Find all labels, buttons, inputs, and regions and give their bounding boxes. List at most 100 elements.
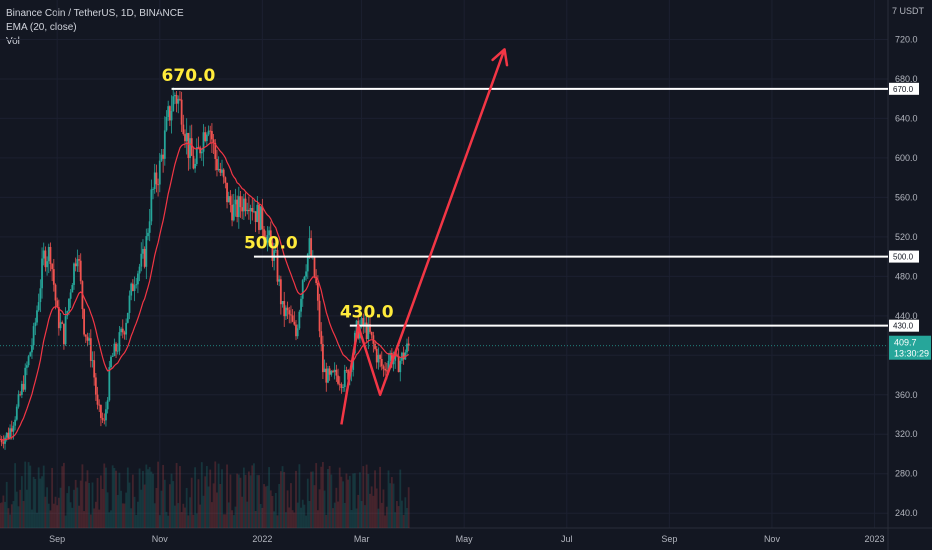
- candle-body: [241, 207, 244, 212]
- candle-body: [290, 314, 292, 316]
- candle-body: [369, 324, 371, 332]
- candle: [91, 351, 94, 368]
- candle: [147, 228, 149, 241]
- candle-body: [202, 132, 205, 152]
- volume-bar: [106, 492, 109, 528]
- candle-body: [229, 196, 232, 205]
- candle: [226, 182, 228, 209]
- volume-bar: [51, 467, 54, 528]
- candle-body: [57, 307, 60, 329]
- candle-body: [209, 130, 212, 132]
- volume-bar: [271, 495, 274, 528]
- candle-body: [207, 130, 210, 135]
- candle-body: [406, 343, 408, 353]
- candle-body: [116, 350, 119, 352]
- candle-body: [402, 352, 405, 360]
- candle-body: [258, 204, 260, 230]
- candle-body: [355, 320, 358, 333]
- candle: [27, 354, 30, 368]
- candle-body: [227, 196, 230, 203]
- candle-body: [404, 352, 407, 360]
- candle-body: [199, 147, 202, 154]
- volume-bar: [342, 481, 344, 528]
- candle: [36, 305, 38, 326]
- volume-bar: [31, 509, 33, 528]
- volume-bar: [79, 480, 82, 528]
- candle-body: [19, 394, 22, 396]
- candle: [394, 354, 397, 369]
- candle: [195, 138, 198, 167]
- volume-bar: [131, 474, 134, 528]
- candle: [152, 187, 154, 200]
- volume-bar: [111, 465, 114, 528]
- volume-bar: [59, 487, 62, 528]
- candle: [150, 179, 153, 226]
- candle: [31, 338, 33, 359]
- volume-bar: [318, 489, 321, 528]
- candle-body: [254, 211, 257, 223]
- ema-indicator-label[interactable]: EMA (20, close): [6, 22, 77, 33]
- candle-body: [64, 316, 67, 345]
- candle: [89, 329, 92, 368]
- candle-body: [9, 428, 11, 439]
- volume-bar: [57, 497, 60, 528]
- candle-body: [111, 355, 114, 357]
- candle-body: [133, 285, 136, 292]
- volume-bar: [254, 510, 257, 528]
- candle-body: [322, 344, 324, 373]
- candle: [328, 365, 331, 381]
- candle: [407, 336, 410, 352]
- candle: [69, 289, 72, 308]
- candle: [362, 313, 365, 334]
- candle: [179, 90, 181, 102]
- x-tick-label: 2022: [252, 534, 272, 544]
- volume-bar: [148, 467, 151, 528]
- candle: [76, 249, 79, 272]
- candle-body: [279, 279, 282, 305]
- candle-body: [224, 177, 227, 183]
- candle: [372, 331, 375, 353]
- volume-bar: [266, 485, 269, 528]
- currency-label[interactable]: 7 USDT: [892, 6, 924, 16]
- candle: [83, 308, 85, 337]
- candle-body: [29, 352, 32, 357]
- candle-body: [253, 211, 255, 213]
- candle: [241, 196, 244, 220]
- candle-body: [237, 196, 240, 218]
- candle-body: [328, 368, 331, 375]
- candle: [264, 230, 267, 243]
- candle: [212, 134, 215, 154]
- candle: [101, 412, 104, 423]
- candle-body: [59, 322, 62, 329]
- y-tick-label: 600.0: [895, 153, 918, 163]
- candle-body: [298, 311, 301, 329]
- volume-bar: [207, 486, 210, 528]
- candle: [177, 95, 180, 114]
- candle: [340, 382, 343, 394]
- candle-body: [115, 343, 117, 352]
- candle: [290, 305, 292, 324]
- level-axis-tag-670.0: 670.0: [889, 82, 919, 95]
- candle: [261, 198, 264, 238]
- volume-bar: [406, 508, 408, 528]
- volume-bar: [100, 475, 102, 528]
- x-tick-label: Sep: [49, 534, 65, 544]
- volume-bar: [105, 467, 107, 528]
- candle-body: [345, 370, 348, 371]
- candle-body: [301, 280, 304, 299]
- candle: [370, 331, 373, 339]
- candle: [322, 335, 324, 379]
- volume-indicator-label[interactable]: Vol: [6, 36, 20, 47]
- candle: [19, 391, 22, 397]
- candle-body: [32, 326, 35, 346]
- candle-body: [152, 189, 154, 190]
- volume-bar: [101, 488, 104, 528]
- volume-bar: [76, 487, 79, 528]
- volume-bar: [195, 513, 198, 528]
- candle-body: [217, 168, 220, 171]
- volume-bar: [2, 495, 5, 528]
- volume-bar: [239, 477, 242, 528]
- candle-body: [234, 199, 237, 205]
- candle-body: [4, 437, 6, 444]
